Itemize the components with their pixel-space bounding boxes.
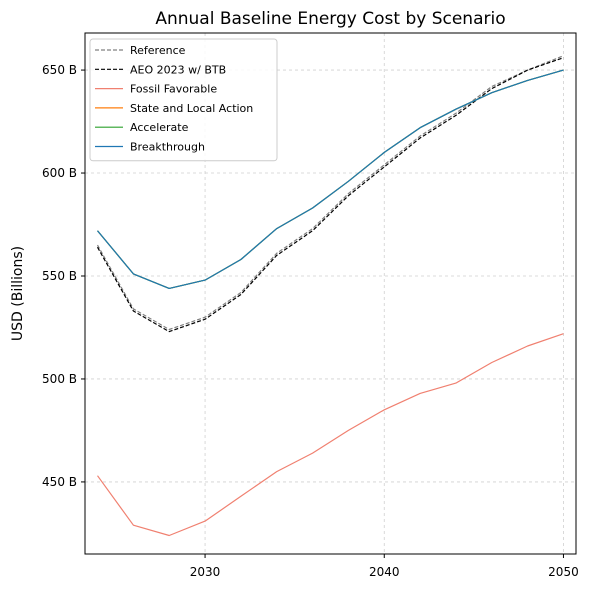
x-tick-label: 2040 [369,565,400,579]
series-line-breakthrough [97,69,564,289]
legend-label: State and Local Action [130,102,253,115]
series-line-reference [96,55,564,331]
legend-label: Reference [130,44,186,57]
legend-box [89,38,278,162]
legend-label: Accelerate [130,121,189,134]
chart-title: Annual Baseline Energy Cost by Scenario [155,9,505,29]
x-tick-label: 2050 [548,565,579,579]
legend-label: Breakthrough [130,141,205,154]
legend-label: Fossil Favorable [130,83,217,96]
y-tick-label: 650 B [42,63,77,77]
y-tick-label: 600 B [42,166,77,180]
legend: Reference AEO 2023 w/ BTB Fossil Favorable… [89,38,278,162]
series-lines [96,55,564,537]
axis-ticks: 2030 2040 2050 450 B 500 B 550 B 600 B 650 B [42,63,579,579]
y-tick-label: 500 B [42,372,77,386]
series-line-aeo-2023-w-btb [96,57,564,333]
x-tick-label: 2030 [190,565,221,579]
plot-frame [84,32,577,555]
y-tick-label: 450 B [42,475,77,489]
y-tick-label: 550 B [42,269,77,283]
series-line-fossil-favorable [97,333,564,537]
legend-label: AEO 2023 w/ BTB [130,63,226,76]
y-axis-label: USD (Billions) [10,246,26,341]
grid [85,33,576,554]
